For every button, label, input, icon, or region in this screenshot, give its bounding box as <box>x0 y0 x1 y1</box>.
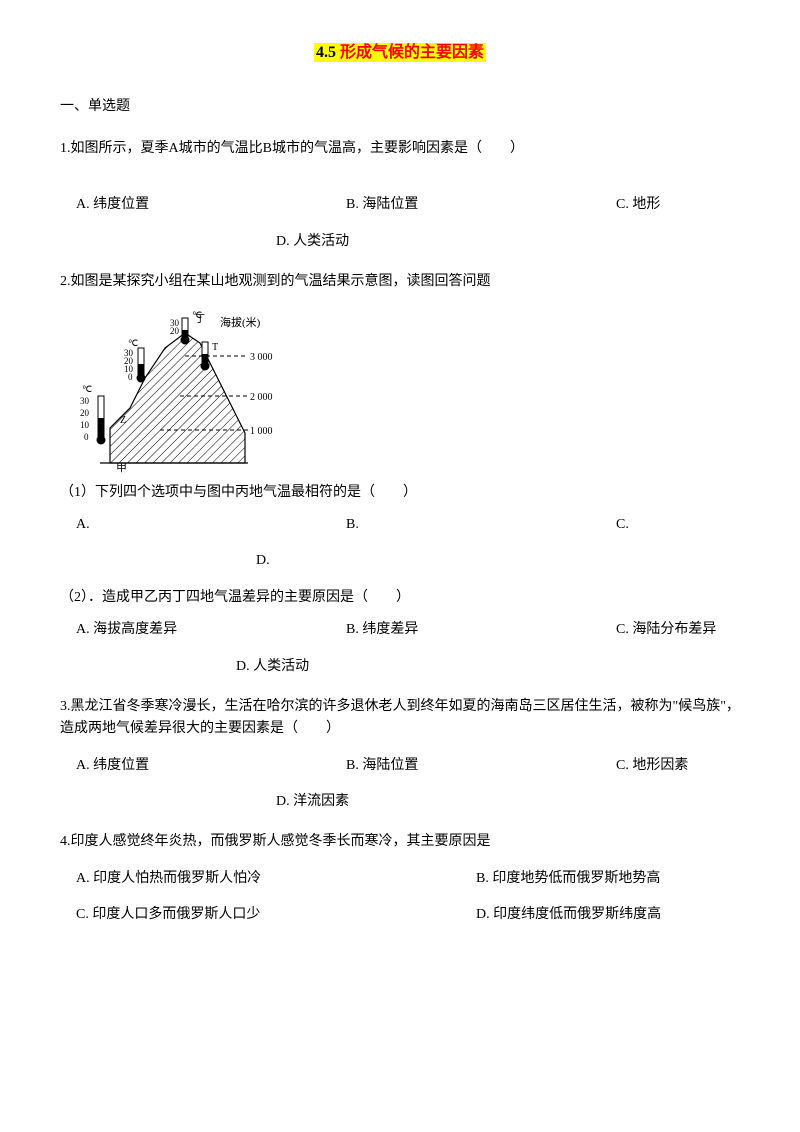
elev-2000: 2 000 <box>250 392 273 403</box>
option-a: A. 印度人怕热而俄罗斯人怕冷 <box>76 868 476 890</box>
option-c: C. 印度人口多而俄罗斯人口少 <box>76 904 476 926</box>
option-a: A. <box>76 514 346 536</box>
mountain-temperature-figure: 3 000 2 000 1 000 海拔(米) ℃ 30 20 丁 T ℃ <box>70 308 270 468</box>
option-b: B. 印度地势低而俄罗斯地势高 <box>476 868 736 890</box>
question-4: 4.印度人感觉终年炎热，而俄罗斯人感觉冬季长而寒冷，其主要原因是 A. 印度人怕… <box>60 831 740 926</box>
option-c: C. 地形因素 <box>616 755 736 777</box>
elev-axis-label: 海拔(米) <box>220 315 261 329</box>
option-b: B. <box>346 514 616 536</box>
option-b: B. 海陆位置 <box>346 755 616 777</box>
figure-svg: 3 000 2 000 1 000 海拔(米) ℃ 30 20 丁 T ℃ <box>70 308 280 473</box>
page-title: 4.5形成气候的主要因素 <box>60 40 740 66</box>
unit-left2: ℃ <box>128 338 138 348</box>
question-4-text: 4.印度人感觉终年炎热，而俄罗斯人感觉冬季长而寒冷，其主要原因是 <box>60 831 740 853</box>
section-heading: 一、单选题 <box>60 96 740 118</box>
title-prefix: 4.5 <box>314 43 338 62</box>
option-b: B. 纬度差异 <box>346 619 616 641</box>
option-a: A. 海拔高度差异 <box>76 619 346 641</box>
question-3-options: A. 纬度位置 B. 海陆位置 C. 地形因素 D. 洋流因素 <box>76 755 740 814</box>
label-t: T <box>212 342 218 353</box>
question-2-sub2: （2）．造成甲乙丙丁四地气温差异的主要原因是（ ） A. 海拔高度差异 B. 纬… <box>60 587 740 678</box>
option-d: D. 人类活动 <box>276 231 349 253</box>
option-c: C. <box>616 514 736 536</box>
option-d: D. 人类活动 <box>236 656 309 678</box>
unit-left1: ℃ <box>82 384 92 394</box>
question-2: 2.如图是某探究小组在某山地观测到的气温结果示意图，读图回答问题 3 000 2… <box>60 271 740 678</box>
option-b: B. 海陆位置 <box>346 194 616 216</box>
question-3: 3.黑龙江省冬季寒冷漫长，生活在哈尔滨的许多退休老人到终年如夏的海南岛三区居住生… <box>60 696 740 814</box>
question-2-text: 2.如图是某探究小组在某山地观测到的气温结果示意图，读图回答问题 <box>60 271 740 293</box>
question-3-text: 3.黑龙江省冬季寒冷漫长，生活在哈尔滨的许多退休老人到终年如夏的海南岛三区居住生… <box>60 696 740 741</box>
question-1-text: 1.如图所示，夏季A城市的气温比B城市的气温高，主要影响因素是（ ） <box>60 138 740 160</box>
svg-text:0: 0 <box>128 372 133 382</box>
sub2-text: （2）．造成甲乙丙丁四地气温差异的主要原因是（ ） <box>60 587 740 609</box>
option-d: D. <box>256 550 270 572</box>
question-1-options: A. 纬度位置 B. 海陆位置 C. 地形 D. 人类活动 <box>76 194 740 253</box>
label-ding: 丁 <box>195 314 205 325</box>
elev-1000: 1 000 <box>250 426 273 437</box>
option-c: C. 地形 <box>616 194 736 216</box>
title-main: 形成气候的主要因素 <box>338 43 486 62</box>
question-4-options: A. 印度人怕热而俄罗斯人怕冷 B. 印度地势低而俄罗斯地势高 C. 印度人口多… <box>76 868 740 927</box>
svg-text:10: 10 <box>80 420 90 430</box>
svg-text:20: 20 <box>80 408 90 418</box>
svg-text:0: 0 <box>84 432 89 442</box>
sub1-text: （1）下列四个选项中与图中丙地气温最相符的是（ ） <box>60 482 740 504</box>
option-d: D. 印度纬度低而俄罗斯纬度高 <box>476 904 736 926</box>
sub1-options: A. B. C. D. <box>76 514 740 573</box>
question-1: 1.如图所示，夏季A城市的气温比B城市的气温高，主要影响因素是（ ） A. 纬度… <box>60 138 740 253</box>
option-a: A. 纬度位置 <box>76 194 346 216</box>
svg-text:30: 30 <box>80 396 90 406</box>
sub2-options: A. 海拔高度差异 B. 纬度差异 C. 海陆分布差异 D. 人类活动 <box>76 619 740 678</box>
option-d: D. 洋流因素 <box>276 791 349 813</box>
option-c: C. 海陆分布差异 <box>616 619 736 641</box>
svg-text:20: 20 <box>170 326 180 336</box>
elev-3000: 3 000 <box>250 352 273 363</box>
label-z: Z <box>120 415 126 426</box>
question-2-sub1: （1）下列四个选项中与图中丙地气温最相符的是（ ） A. B. C. D. <box>60 482 740 573</box>
option-a: A. 纬度位置 <box>76 755 346 777</box>
page-container: 4.5形成气候的主要因素 一、单选题 1.如图所示，夏季A城市的气温比B城市的气… <box>0 0 800 979</box>
